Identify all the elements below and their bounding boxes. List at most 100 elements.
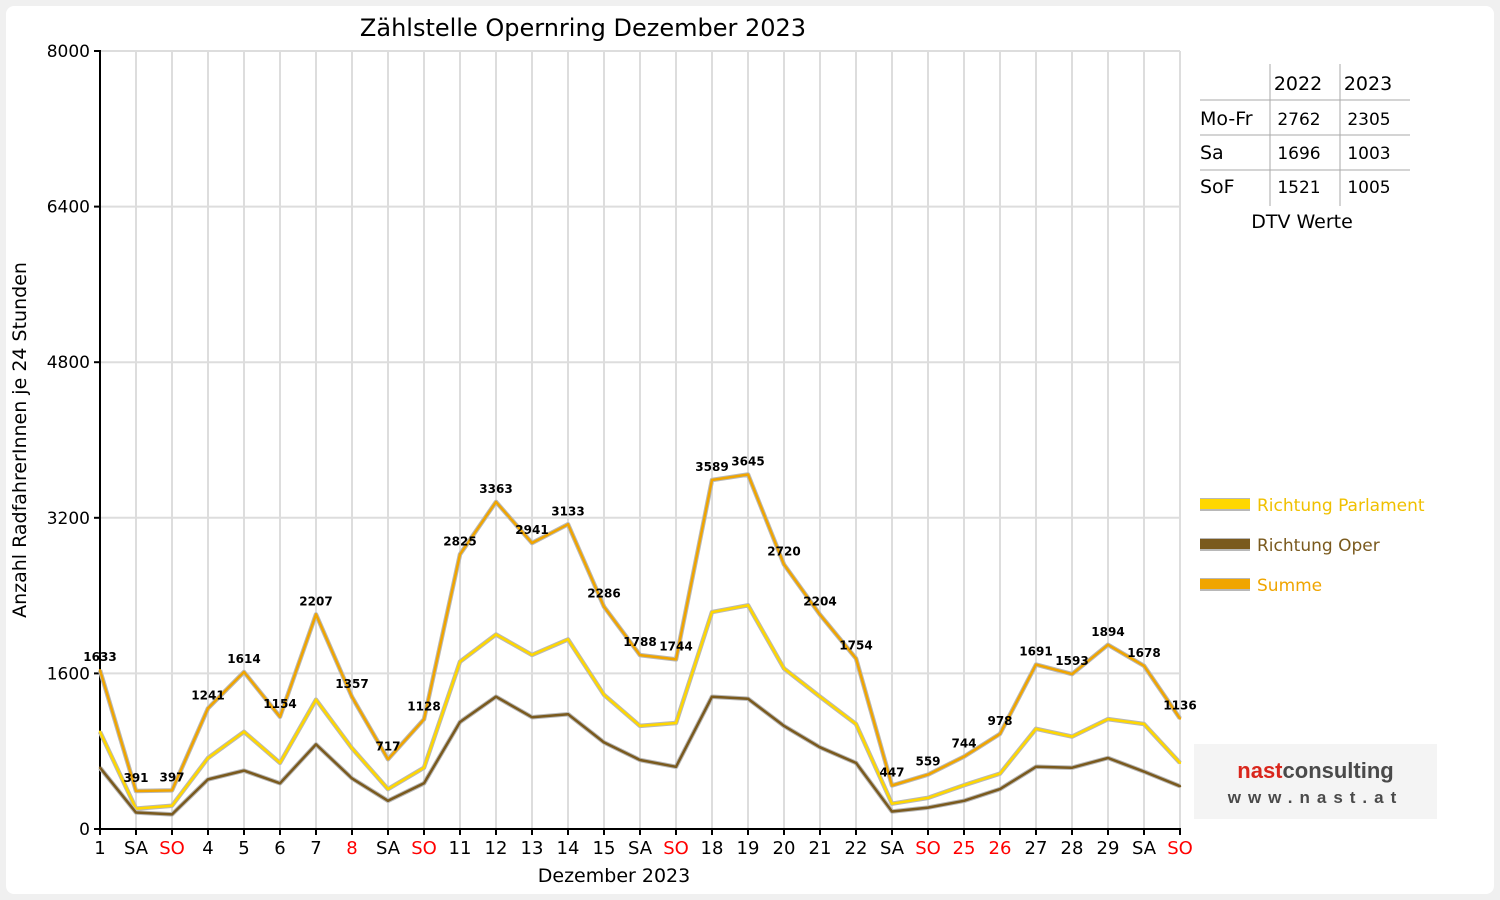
legend-swatch <box>1200 539 1250 549</box>
dtv-caption: DTV Werte <box>1251 211 1353 233</box>
data-label: 1754 <box>839 638 872 652</box>
data-point <box>386 787 390 791</box>
data-point <box>1070 735 1074 738</box>
data-point <box>854 657 858 660</box>
x-tick-label: 19 <box>737 838 760 859</box>
dtv-value-2022: 1696 <box>1277 144 1320 164</box>
data-label: 559 <box>915 755 940 769</box>
data-point <box>1142 722 1146 726</box>
x-tick-label: 27 <box>1025 838 1048 859</box>
data-point <box>962 799 966 802</box>
x-tick-label: 12 <box>485 838 508 859</box>
data-label: 744 <box>951 737 976 751</box>
x-tick-label: 11 <box>449 838 472 859</box>
data-point <box>170 813 174 816</box>
x-tick-label: SA <box>628 838 653 859</box>
data-point <box>494 633 498 636</box>
y-axis-label: Anzahl RadfahrerInnen je 24 Stunden <box>9 262 31 618</box>
data-point <box>638 724 642 728</box>
dtv-row-label: SoF <box>1200 176 1235 198</box>
logo-name-part2: consulting <box>1282 758 1394 783</box>
legend-swatch <box>1200 579 1250 589</box>
data-label: 1691 <box>1019 645 1052 659</box>
data-point <box>1178 785 1182 788</box>
data-point <box>314 698 318 701</box>
x-tick-label: 14 <box>557 838 580 859</box>
data-label: 1357 <box>335 677 368 691</box>
data-label: 1241 <box>191 688 224 702</box>
x-tick-label: 22 <box>845 838 868 859</box>
data-point <box>818 746 822 749</box>
data-point <box>1142 770 1146 773</box>
data-point <box>350 777 354 780</box>
data-label: 3645 <box>731 455 764 469</box>
data-point <box>458 553 462 556</box>
data-label: 2286 <box>587 587 620 601</box>
data-point <box>134 789 138 793</box>
x-tick-label: 18 <box>701 838 724 859</box>
x-tick-label: 4 <box>202 838 213 859</box>
dtv-year-2022: 2022 <box>1274 73 1322 95</box>
data-point <box>566 638 570 641</box>
dtv-value-2023: 2305 <box>1347 110 1390 130</box>
data-point <box>206 778 210 781</box>
data-point <box>134 811 138 814</box>
x-tick-label: SA <box>124 838 149 859</box>
data-point <box>242 670 246 674</box>
data-point <box>1106 643 1110 647</box>
data-label: 1593 <box>1055 654 1088 668</box>
axes: 0 1600 3200 4800 6400 8000 1 SA SO 4 5 6 7 8 SA SO 11 12 1… <box>47 42 1193 859</box>
data-point <box>674 721 678 725</box>
data-point <box>782 724 786 728</box>
data-point <box>746 604 750 607</box>
data-point <box>422 766 426 769</box>
data-point <box>710 695 714 698</box>
data-point <box>530 541 534 545</box>
y-tick-label: 0 <box>79 820 90 840</box>
data-point <box>782 563 786 566</box>
data-point <box>98 766 102 769</box>
data-point <box>638 653 642 657</box>
data-point <box>1106 717 1110 721</box>
data-point <box>1034 727 1038 731</box>
data-point <box>314 743 318 746</box>
data-point <box>1070 672 1074 676</box>
data-label: 391 <box>123 771 148 785</box>
x-tick-label: SO <box>159 838 185 859</box>
data-label: 3589 <box>695 460 728 474</box>
x-tick-label: 6 <box>274 838 285 859</box>
data-point <box>998 732 1002 736</box>
data-labels: 1633 391 397 1241 1614 1154 2207 1357 717 1128 282… <box>83 455 1196 785</box>
legend-swatch <box>1200 499 1250 509</box>
dtv-row-label: Mo-Fr <box>1200 108 1253 130</box>
data-point <box>1106 756 1110 760</box>
data-point <box>170 804 174 807</box>
data-point <box>1178 717 1182 720</box>
data-point <box>1178 761 1182 765</box>
data-point <box>386 799 390 802</box>
data-point <box>602 741 606 744</box>
data-point <box>818 695 822 698</box>
data-point <box>170 789 174 792</box>
y-tick-label: 8000 <box>47 42 90 62</box>
data-point <box>854 761 858 765</box>
legend-label: Summe <box>1257 576 1322 596</box>
x-tick-label: 26 <box>989 838 1012 859</box>
data-point <box>242 730 246 733</box>
data-label: 717 <box>375 739 400 753</box>
y-tick-label: 1600 <box>47 664 90 684</box>
x-tick-label: 13 <box>521 838 544 859</box>
data-point <box>494 695 498 698</box>
dtv-table: 2022 2023 Mo-Fr 2762 2305 Sa 1696 1003 SoF 1521 10… <box>1200 64 1410 233</box>
data-label: 1633 <box>83 650 116 664</box>
data-point <box>818 613 822 616</box>
x-axis-label: Dezember 2023 <box>538 865 690 887</box>
x-tick-label: 5 <box>238 838 249 859</box>
x-tick-label: 1 <box>94 838 105 859</box>
data-label: 2207 <box>299 594 332 608</box>
data-point <box>386 758 390 761</box>
x-tick-label: SO <box>915 838 941 859</box>
data-label: 1894 <box>1091 625 1124 639</box>
data-point <box>1070 766 1074 769</box>
data-point <box>602 693 606 696</box>
